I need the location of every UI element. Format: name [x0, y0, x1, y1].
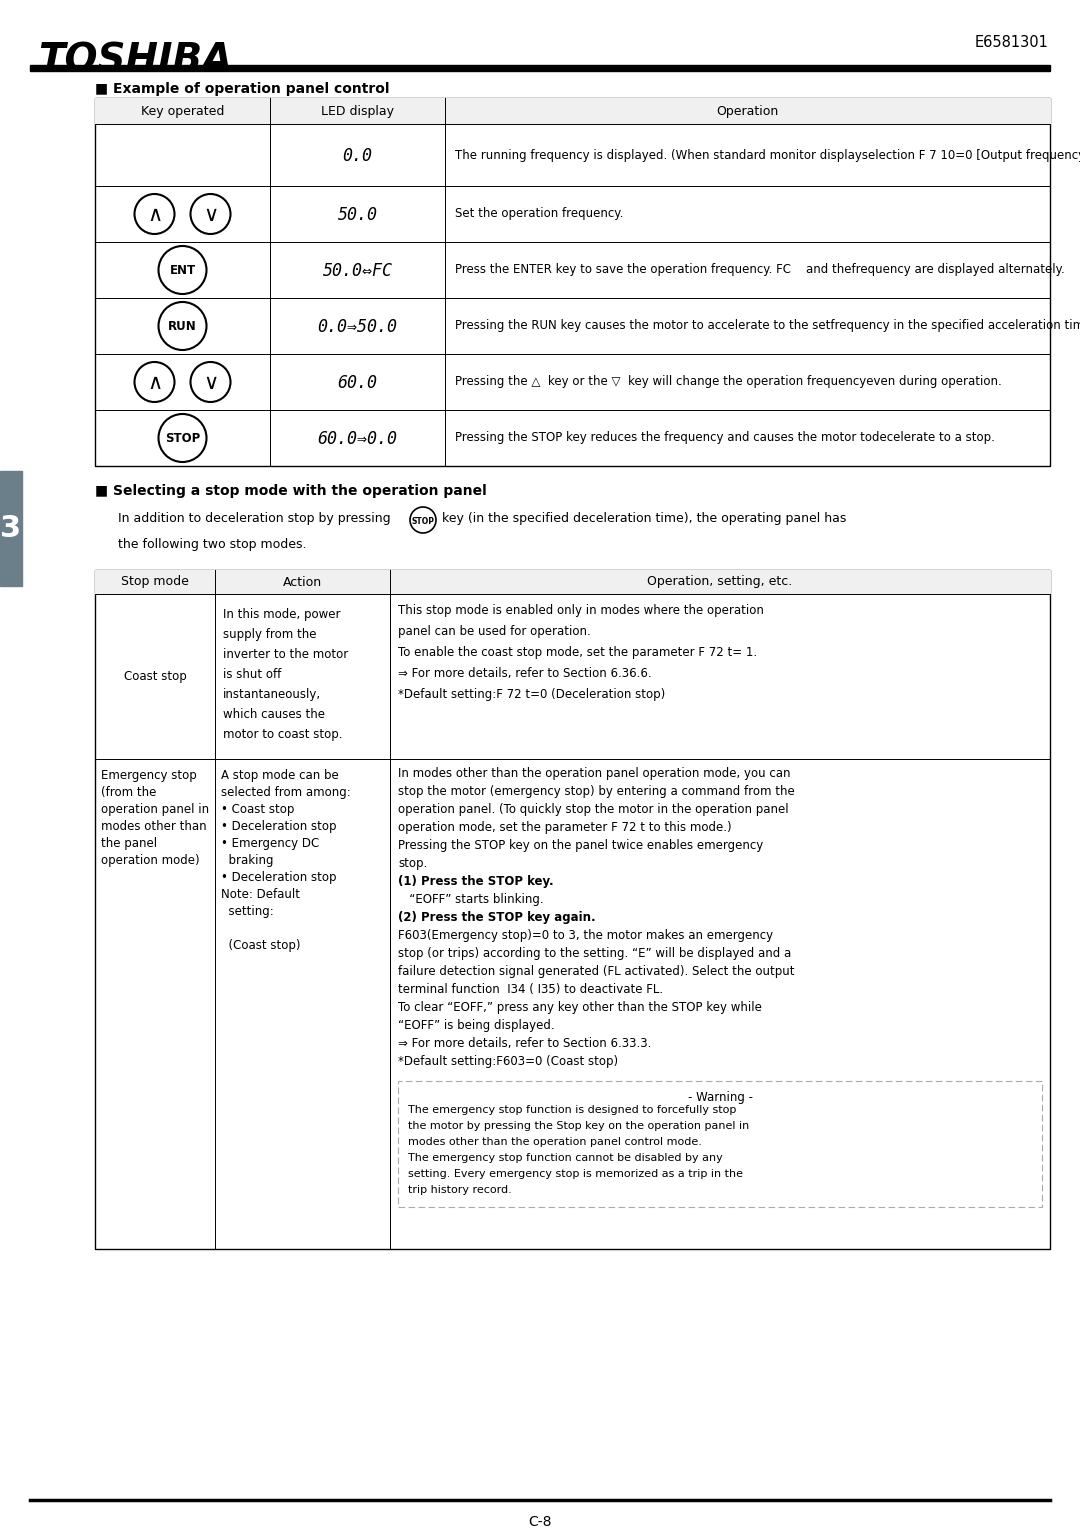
Text: ∧: ∧ — [147, 372, 162, 394]
Text: The running frequency is displayed. (When standard monitor displayselection F 7 : The running frequency is displayed. (Whe… — [455, 149, 1080, 161]
Text: RUN: RUN — [168, 320, 197, 334]
Text: the following two stop modes.: the following two stop modes. — [118, 538, 307, 552]
Text: the panel: the panel — [102, 836, 157, 850]
Text: stop the motor (emergency stop) by entering a command from the: stop the motor (emergency stop) by enter… — [399, 784, 795, 798]
Bar — [95, 98, 1050, 124]
Text: STOP: STOP — [411, 516, 434, 525]
Text: ∨: ∨ — [203, 205, 218, 225]
Text: modes other than: modes other than — [102, 820, 206, 833]
Text: Action: Action — [283, 576, 322, 588]
Text: This stop mode is enabled only in modes where the operation: This stop mode is enabled only in modes … — [399, 604, 764, 617]
Text: *Default setting:F 72 t=0 (Deceleration stop): *Default setting:F 72 t=0 (Deceleration … — [399, 688, 665, 702]
Text: Operation, setting, etc.: Operation, setting, etc. — [647, 576, 793, 588]
Bar — [95, 98, 1050, 466]
Text: is shut off: is shut off — [222, 668, 281, 682]
Text: modes other than the operation panel control mode.: modes other than the operation panel con… — [408, 1137, 702, 1147]
Text: ∨: ∨ — [203, 372, 218, 394]
Text: panel can be used for operation.: panel can be used for operation. — [399, 625, 591, 637]
Text: STOP: STOP — [165, 432, 200, 446]
Text: ∧: ∧ — [147, 205, 162, 225]
Text: setting:: setting: — [221, 905, 273, 918]
Text: Set the operation frequency.: Set the operation frequency. — [455, 207, 623, 221]
Text: “EOFF” is being displayed.: “EOFF” is being displayed. — [399, 1019, 555, 1033]
Bar — [95, 570, 1050, 594]
Text: (Coast stop): (Coast stop) — [221, 939, 300, 951]
Text: supply from the: supply from the — [222, 628, 316, 640]
Text: • Deceleration stop: • Deceleration stop — [221, 820, 337, 833]
Text: To enable the coast stop mode, set the parameter F 72 t= 1.: To enable the coast stop mode, set the p… — [399, 647, 757, 659]
Text: ENT: ENT — [170, 265, 195, 277]
Text: In this mode, power: In this mode, power — [222, 608, 340, 620]
Text: Press the ENTER key to save the operation frequency. FC    and thefrequency are : Press the ENTER key to save the operatio… — [455, 264, 1065, 276]
Bar — [30, 64, 1050, 70]
Text: In addition to deceleration stop by pressing: In addition to deceleration stop by pres… — [118, 512, 394, 525]
Text: inverter to the motor: inverter to the motor — [222, 648, 348, 660]
Bar — [0, 470, 22, 587]
Text: ⇒ For more details, refer to Section 6.33.3.: ⇒ For more details, refer to Section 6.3… — [399, 1037, 651, 1049]
Text: selected from among:: selected from among: — [221, 786, 351, 800]
Text: • Emergency DC: • Emergency DC — [221, 836, 320, 850]
Text: terminal function  I34 ( I35) to deactivate FL.: terminal function I34 ( I35) to deactiva… — [399, 984, 663, 996]
Text: setting. Every emergency stop is memorized as a trip in the: setting. Every emergency stop is memoriz… — [408, 1169, 743, 1180]
Text: key (in the specified deceleration time), the operating panel has: key (in the specified deceleration time)… — [438, 512, 847, 525]
Text: operation panel. (To quickly stop the motor in the operation panel: operation panel. (To quickly stop the mo… — [399, 803, 788, 817]
Text: Pressing the RUN key causes the motor to accelerate to the setfrequency in the s: Pressing the RUN key causes the motor to… — [455, 320, 1080, 332]
Text: 0.0: 0.0 — [342, 147, 373, 165]
Text: In modes other than the operation panel operation mode, you can: In modes other than the operation panel … — [399, 768, 791, 780]
Text: 60.0⇒0.0: 60.0⇒0.0 — [318, 430, 397, 447]
Text: ■ Selecting a stop mode with the operation panel: ■ Selecting a stop mode with the operati… — [95, 484, 487, 498]
Text: • Coast stop: • Coast stop — [221, 803, 295, 817]
Text: motor to coast stop.: motor to coast stop. — [222, 728, 342, 741]
Text: “EOFF” starts blinking.: “EOFF” starts blinking. — [399, 893, 543, 905]
Text: The emergency stop function cannot be disabled by any: The emergency stop function cannot be di… — [408, 1154, 723, 1163]
Text: TOSHIBA: TOSHIBA — [38, 41, 232, 80]
Text: instantaneously,: instantaneously, — [222, 688, 321, 702]
Text: • Deceleration stop: • Deceleration stop — [221, 872, 337, 884]
Text: Coast stop: Coast stop — [123, 669, 187, 683]
Text: 50.0⇔FC: 50.0⇔FC — [323, 262, 392, 280]
Bar — [399, 1082, 1042, 1207]
Text: Stop mode: Stop mode — [121, 576, 189, 588]
Text: A stop mode can be: A stop mode can be — [221, 769, 339, 781]
Text: Note: Default: Note: Default — [221, 889, 300, 901]
Text: Pressing the △  key or the ▽  key will change the operation frequencyeven during: Pressing the △ key or the ▽ key will cha… — [455, 375, 1002, 389]
Text: *Default setting:F603=0 (Coast stop): *Default setting:F603=0 (Coast stop) — [399, 1056, 618, 1068]
Bar — [95, 570, 1050, 1249]
Text: operation panel in: operation panel in — [102, 803, 210, 817]
Text: F603(Emergency stop)=0 to 3, the motor makes an emergency: F603(Emergency stop)=0 to 3, the motor m… — [399, 928, 773, 942]
Text: - Warning -: - Warning - — [688, 1091, 753, 1105]
Text: 3: 3 — [0, 515, 22, 542]
Text: 0.0⇒50.0: 0.0⇒50.0 — [318, 319, 397, 336]
Text: stop.: stop. — [399, 856, 428, 870]
Text: operation mode, set the parameter F 72 t to this mode.): operation mode, set the parameter F 72 t… — [399, 821, 731, 833]
Text: (from the: (from the — [102, 786, 157, 800]
Text: Key operated: Key operated — [140, 104, 225, 118]
Text: C-8: C-8 — [528, 1515, 552, 1529]
Text: (1) Press the STOP key.: (1) Press the STOP key. — [399, 875, 554, 889]
Text: ■ Example of operation panel control: ■ Example of operation panel control — [95, 83, 390, 97]
Text: which causes the: which causes the — [222, 708, 325, 722]
Text: 50.0: 50.0 — [337, 205, 378, 224]
Text: stop (or trips) according to the setting. “E” will be displayed and a: stop (or trips) according to the setting… — [399, 947, 792, 961]
Text: ⇒ For more details, refer to Section 6.36.6.: ⇒ For more details, refer to Section 6.3… — [399, 666, 651, 680]
Text: the motor by pressing the Stop key on the operation panel in: the motor by pressing the Stop key on th… — [408, 1121, 750, 1131]
Text: operation mode): operation mode) — [102, 853, 200, 867]
Text: Operation: Operation — [716, 104, 779, 118]
Text: Pressing the STOP key reduces the frequency and causes the motor todecelerate to: Pressing the STOP key reduces the freque… — [455, 432, 995, 444]
Text: LED display: LED display — [321, 104, 394, 118]
Text: E6581301: E6581301 — [974, 35, 1048, 51]
Text: Emergency stop: Emergency stop — [102, 769, 197, 781]
Text: braking: braking — [221, 853, 273, 867]
Text: 60.0: 60.0 — [337, 374, 378, 392]
Text: (2) Press the STOP key again.: (2) Press the STOP key again. — [399, 912, 596, 924]
Text: failure detection signal generated (FL activated). Select the output: failure detection signal generated (FL a… — [399, 965, 795, 977]
Text: The emergency stop function is designed to forcefully stop: The emergency stop function is designed … — [408, 1105, 737, 1115]
Text: Pressing the STOP key on the panel twice enables emergency: Pressing the STOP key on the panel twice… — [399, 840, 764, 852]
Text: trip history record.: trip history record. — [408, 1184, 512, 1195]
Text: To clear “EOFF,” press any key other than the STOP key while: To clear “EOFF,” press any key other tha… — [399, 1000, 761, 1014]
